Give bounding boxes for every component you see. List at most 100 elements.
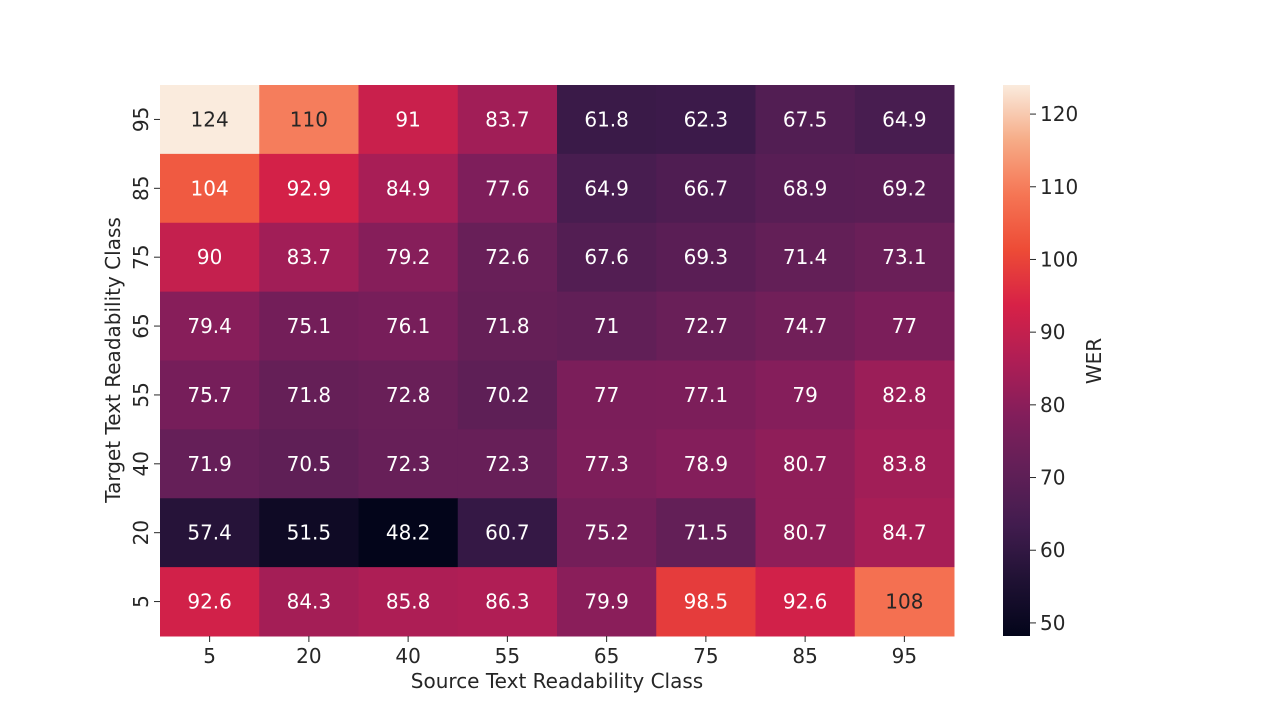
heatmap-cell [656, 360, 756, 430]
cell-value-label: 51.5 [287, 521, 332, 545]
heatmap-cell [557, 498, 657, 568]
cell-value-label: 71.8 [485, 314, 530, 338]
y-tick-label: 85 [129, 176, 153, 201]
heatmap-cell [457, 291, 558, 361]
colorbar-tick-label: 100 [1040, 247, 1078, 271]
heatmap-cell [854, 153, 955, 224]
cell-value-label: 66.7 [684, 176, 729, 200]
heatmap-cell [358, 291, 459, 361]
cell-value-label: 62.3 [684, 107, 729, 131]
cell-value-label: 71.4 [783, 245, 828, 269]
cell-value-label: 68.9 [783, 176, 828, 200]
heatmap-cell [160, 222, 260, 293]
cell-value-label: 77 [594, 383, 619, 407]
x-tick-label: 40 [395, 644, 420, 668]
heatmap-cell [656, 153, 756, 224]
cell-value-label: 48.2 [386, 521, 431, 545]
colorbar-tick-label: 70 [1040, 466, 1065, 490]
heatmap-cell [755, 222, 856, 293]
cell-value-label: 71.9 [187, 452, 232, 476]
cell-value-label: 67.6 [584, 245, 629, 269]
x-tick-label: 95 [892, 644, 917, 668]
heatmap-cell [358, 567, 459, 637]
cell-value-label: 71.5 [684, 521, 729, 545]
heatmap-cell [457, 429, 558, 499]
heatmap-cell [259, 567, 359, 637]
y-tick-label: 55 [129, 382, 153, 407]
cell-value-label: 92.9 [287, 176, 332, 200]
cell-value-label: 74.7 [783, 314, 828, 338]
cell-value-label: 79.2 [386, 245, 431, 269]
cell-value-label: 83.7 [287, 245, 332, 269]
heatmap-cell [656, 291, 756, 361]
cell-value-label: 70.5 [287, 452, 332, 476]
heatmap-cell [358, 222, 459, 293]
heatmap-cell [755, 291, 856, 361]
heatmap-cell [160, 360, 260, 430]
cell-value-label: 71 [594, 314, 619, 338]
x-tick-label: 85 [792, 644, 817, 668]
cell-value-label: 57.4 [187, 521, 232, 545]
cell-value-label: 61.8 [584, 107, 629, 131]
heatmap-cell [358, 85, 459, 155]
x-axis-label: Source Text Readability Class [411, 669, 703, 693]
cell-value-label: 71.8 [287, 383, 332, 407]
cell-value-label: 79.9 [584, 590, 629, 614]
heatmap-cell [854, 360, 955, 430]
heatmap-cell [358, 429, 459, 499]
heatmap-cell [755, 567, 856, 637]
x-tick-label: 75 [693, 644, 718, 668]
cell-value-label: 84.3 [287, 590, 332, 614]
colorbar-gradient [1003, 85, 1030, 636]
x-tick-label: 55 [495, 644, 520, 668]
heatmap-cell [755, 429, 856, 499]
cell-value-label: 64.9 [882, 107, 927, 131]
heatmap-cell [259, 222, 359, 293]
heatmap-cell [259, 85, 359, 155]
cell-value-label: 60.7 [485, 521, 530, 545]
cell-value-label: 72.7 [684, 314, 729, 338]
cell-value-label: 77 [892, 314, 917, 338]
cell-value-label: 72.3 [386, 452, 431, 476]
cell-value-label: 76.1 [386, 314, 431, 338]
cell-value-label: 75.2 [584, 521, 629, 545]
heatmap-cell [259, 153, 359, 224]
heatmap-cell [358, 153, 459, 224]
heatmap-cell [457, 153, 558, 224]
heatmap-cell [557, 153, 657, 224]
cell-value-label: 108 [885, 590, 923, 614]
heatmap-cell [457, 567, 558, 637]
cell-value-label: 67.5 [783, 107, 828, 131]
heatmap-cell [358, 498, 459, 568]
cell-value-label: 86.3 [485, 590, 530, 614]
cell-value-label: 64.9 [584, 176, 629, 200]
cell-value-label: 79.4 [187, 314, 232, 338]
cell-value-label: 70.2 [485, 383, 530, 407]
cell-value-label: 72.6 [485, 245, 530, 269]
heatmap-cell [160, 429, 260, 499]
heatmap-cell [259, 360, 359, 430]
y-tick-label: 5 [129, 595, 153, 608]
x-axis-ticks: 5 20 40 55 65 75 85 95 [203, 636, 917, 668]
colorbar-label: WER [1082, 338, 1106, 384]
heatmap-cell [160, 291, 260, 361]
colorbar-tick-label: 60 [1040, 538, 1065, 562]
heatmap-cell [259, 291, 359, 361]
heatmap-cell [854, 498, 955, 568]
cell-value-label: 84.9 [386, 176, 431, 200]
y-tick-label: 75 [129, 244, 153, 269]
y-tick-label: 40 [129, 451, 153, 476]
colorbar-ticks: 50 60 70 80 90 100 110 120 [1030, 102, 1078, 635]
cell-value-label: 84.7 [882, 521, 927, 545]
x-tick-label: 20 [296, 644, 321, 668]
cell-value-label: 73.1 [882, 245, 927, 269]
y-tick-label: 20 [129, 520, 153, 545]
heatmap-cell [854, 222, 955, 293]
heatmap-cell [457, 222, 558, 293]
cell-value-label: 80.7 [783, 452, 828, 476]
colorbar-tick-label: 50 [1040, 611, 1065, 635]
y-tick-label: 65 [129, 313, 153, 338]
cell-value-label: 83.8 [882, 452, 927, 476]
heatmap-cell [656, 222, 756, 293]
